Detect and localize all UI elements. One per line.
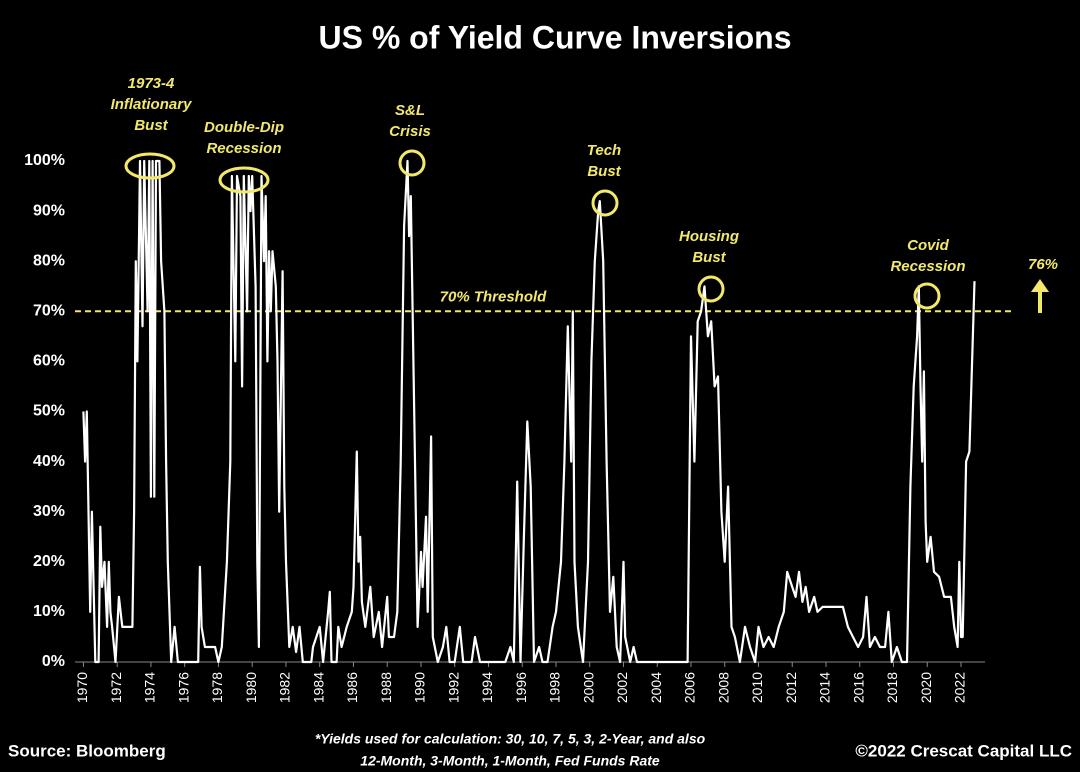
note: 12-Month, 3-Month, 1-Month, Fed Funds Ra… (360, 753, 660, 769)
annotation: Inflationary (111, 96, 193, 113)
x-tick-label: 1980 (243, 672, 259, 703)
x-tick-label: 2004 (648, 672, 664, 703)
source: Source: Bloomberg (8, 741, 166, 760)
last-value-label: 76% (1028, 256, 1058, 273)
annotation: Crisis (389, 123, 431, 140)
note: *Yields used for calculation: 30, 10, 7,… (315, 731, 706, 747)
annotation: Covid (907, 237, 950, 254)
y-tick-label: 60% (33, 353, 65, 370)
annotation: Bust (134, 117, 168, 134)
y-tick-label: 80% (33, 252, 65, 269)
x-tick-label: 1984 (310, 672, 326, 703)
annotation: Bust (692, 249, 726, 266)
y-tick-label: 50% (33, 403, 65, 420)
x-tick-label: 1988 (378, 672, 394, 703)
x-tick-label: 1996 (513, 672, 529, 703)
x-tick-label: 1998 (547, 672, 563, 703)
x-tick-label: 1978 (209, 672, 225, 703)
annotation: Recession (890, 258, 965, 275)
x-tick-label: 2002 (614, 672, 630, 703)
copyright: ©2022 Crescat Capital LLC (855, 741, 1072, 760)
data-line (82, 159, 976, 664)
x-tick-label: 1982 (277, 672, 293, 703)
y-tick-label: 90% (33, 202, 65, 219)
y-tick-label: 20% (33, 553, 65, 570)
arrow-head (1031, 279, 1049, 292)
x-tick-label: 2012 (783, 672, 799, 703)
highlight-circle (913, 282, 941, 310)
x-tick-label: 2016 (850, 672, 866, 703)
x-tick-label: 1990 (412, 672, 428, 703)
x-tick-label: 1986 (344, 672, 360, 703)
x-tick-label: 2022 (952, 672, 968, 703)
x-tick-label: 1994 (479, 672, 495, 703)
annotation: Bust (587, 163, 621, 180)
x-tick-label: 2006 (682, 672, 698, 703)
y-tick-label: 40% (33, 453, 65, 470)
highlight-circle (218, 166, 270, 194)
x-tick-label: 1992 (445, 672, 461, 703)
x-tick-label: 2008 (715, 672, 731, 703)
x-tick-label: 2014 (817, 672, 833, 703)
annotation: Recession (206, 140, 281, 157)
x-tick-label: 2020 (918, 672, 934, 703)
y-tick-label: 70% (33, 303, 65, 320)
x-tick-label: 1970 (74, 672, 90, 703)
x-tick-label: 2010 (749, 672, 765, 703)
annotation: S&L (395, 102, 425, 119)
y-tick-label: 10% (33, 603, 65, 620)
annotation: 1973-4 (128, 75, 175, 92)
y-tick-label: 30% (33, 503, 65, 520)
chart-title: US % of Yield Curve Inversions (318, 19, 791, 55)
x-tick-label: 1972 (108, 672, 124, 703)
x-tick-label: 1976 (175, 672, 191, 703)
highlight-circle (398, 149, 426, 177)
y-tick-label: 100% (24, 152, 65, 169)
highlight-circle (697, 275, 725, 303)
highlight-circle (591, 189, 619, 217)
threshold-label: 70% Threshold (440, 288, 548, 305)
x-tick-label: 1974 (142, 672, 158, 703)
y-tick-label: 0% (42, 653, 65, 670)
annotation: Tech (587, 142, 621, 159)
annotation: Double-Dip (204, 119, 284, 136)
x-tick-label: 2000 (580, 672, 596, 703)
annotation: Housing (679, 228, 739, 245)
highlight-circle (124, 152, 176, 180)
x-tick-label: 2018 (884, 672, 900, 703)
